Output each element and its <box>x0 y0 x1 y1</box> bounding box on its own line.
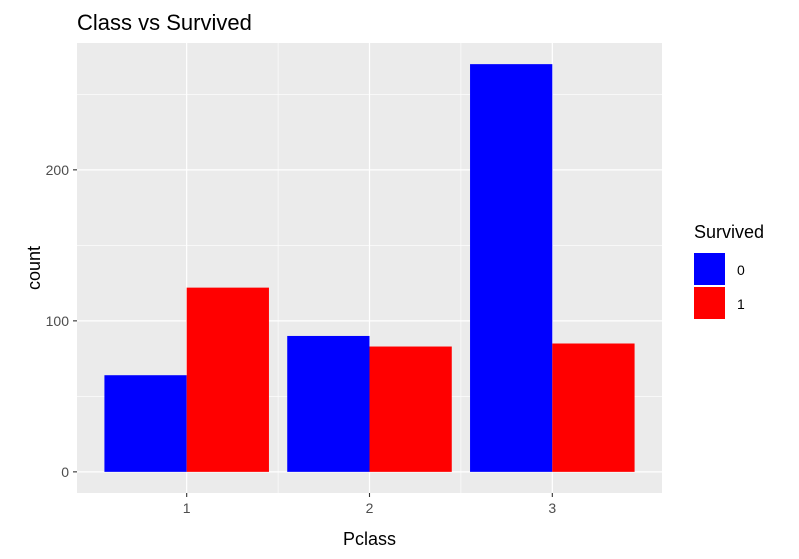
y-tick-label: 100 <box>46 313 70 329</box>
y-tick-label: 0 <box>61 464 69 480</box>
chart-title: Class vs Survived <box>77 10 252 35</box>
legend-key-1 <box>694 287 725 319</box>
y-tick-label: 200 <box>46 162 70 178</box>
bar-pclass-2-survived-1 <box>369 346 452 472</box>
legend-label-0: 0 <box>737 262 745 278</box>
x-axis-title: Pclass <box>343 529 396 549</box>
x-tick-label: 2 <box>366 500 374 516</box>
bar-pclass-3-survived-0 <box>470 64 553 472</box>
legend-label-1: 1 <box>737 296 745 312</box>
legend-key-0 <box>694 253 725 285</box>
y-axis-title: count <box>24 246 44 290</box>
legend-title: Survived <box>694 222 764 242</box>
x-tick-label: 3 <box>548 500 556 516</box>
bar-pclass-1-survived-1 <box>186 287 269 472</box>
bar-pclass-1-survived-0 <box>104 375 187 472</box>
bars <box>104 64 635 472</box>
bar-pclass-2-survived-0 <box>287 335 370 472</box>
x-axis: 1 2 3 <box>183 493 556 516</box>
legend: Survived 0 1 <box>694 222 764 319</box>
y-axis: 0 100 200 <box>46 162 77 480</box>
bar-pclass-3-survived-1 <box>552 343 635 472</box>
x-tick-label: 1 <box>183 500 191 516</box>
